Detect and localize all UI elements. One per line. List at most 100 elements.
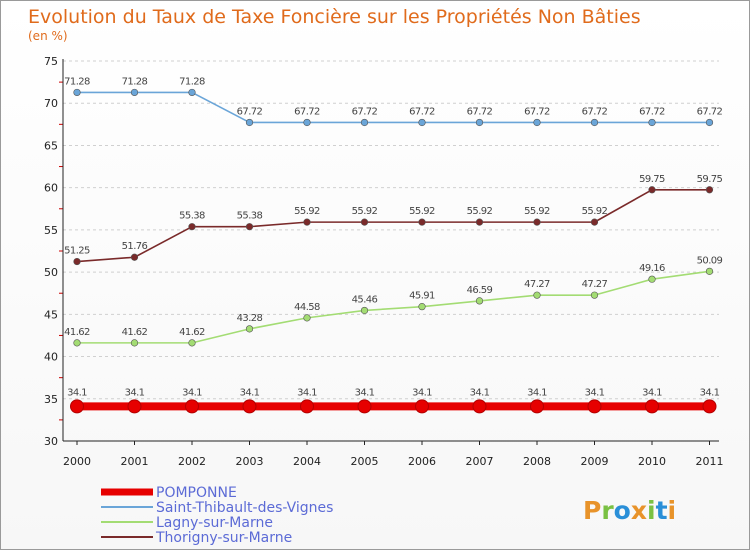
- data-label: 51.25: [64, 246, 90, 257]
- data-label: 45.91: [409, 291, 435, 302]
- data-point: [705, 267, 714, 275]
- y-tick-label: 60: [44, 182, 58, 195]
- data-label: 55.92: [524, 206, 550, 217]
- data-label: 45.46: [352, 294, 378, 305]
- x-tick-label: 2009: [581, 455, 609, 468]
- data-label: 34.1: [470, 387, 490, 398]
- series-line: [77, 270, 710, 344]
- data-point: [300, 399, 314, 414]
- data-label: 59.75: [639, 174, 665, 185]
- y-tick-label: 75: [44, 55, 58, 68]
- data-point: [357, 399, 372, 414]
- data-label: 34.1: [67, 387, 87, 398]
- logo-letter: P: [583, 496, 601, 525]
- data-point: [418, 118, 426, 127]
- chart-title: Evolution du Taux de Taxe Foncière sur l…: [28, 6, 641, 28]
- data-label: 34.1: [182, 387, 202, 398]
- data-label: 67.72: [409, 106, 435, 117]
- data-label: 67.72: [582, 106, 608, 117]
- data-point: [360, 118, 369, 127]
- data-label: 55.92: [467, 206, 493, 217]
- data-point: [702, 399, 717, 414]
- data-label: 55.38: [179, 211, 205, 222]
- data-point: [360, 306, 369, 315]
- data-label: 49.16: [639, 263, 665, 274]
- data-label: 34.1: [240, 387, 260, 398]
- data-point: [418, 218, 426, 226]
- data-point: [188, 88, 196, 97]
- data-point: [590, 291, 599, 299]
- data-label: 55.92: [582, 206, 608, 217]
- data-point: [648, 186, 656, 194]
- data-point: [130, 339, 139, 347]
- data-label: 71.28: [64, 76, 90, 87]
- x-tick-label: 2001: [121, 455, 149, 468]
- data-point: [590, 218, 599, 226]
- data-label: 34.1: [297, 387, 317, 398]
- data-point: [245, 223, 254, 231]
- data-point: [73, 257, 81, 266]
- data-point: [303, 118, 311, 127]
- data-point: [475, 218, 484, 226]
- series-saint-thibault-des-vignes: 71.28 71.28 71.28 67.72 67.72 67.72 67.72 67.72…: [64, 76, 723, 127]
- data-point: [705, 118, 714, 127]
- data-label: 41.62: [179, 327, 205, 338]
- data-label: 44.58: [294, 302, 320, 313]
- y-tick-label: 40: [44, 351, 58, 364]
- x-tick-label: 2010: [638, 455, 666, 468]
- x-tick-label: 2004: [293, 455, 321, 468]
- data-point: [188, 223, 196, 231]
- data-point: [303, 314, 311, 322]
- legend: POMPONNESaint-Thibault-des-VignesLagny-s…: [101, 485, 333, 546]
- logo-letter: t: [656, 496, 668, 525]
- logo-letter: x: [631, 496, 647, 525]
- legend-label: Saint-Thibault-des-Vignes: [156, 500, 333, 516]
- data-label: 34.1: [355, 387, 375, 398]
- data-label: 67.72: [352, 106, 378, 117]
- data-point: [127, 399, 142, 414]
- data-point: [533, 218, 541, 226]
- y-tick-label: 45: [44, 308, 58, 321]
- data-label: 34.1: [125, 387, 145, 398]
- logo-letter: i: [647, 496, 656, 525]
- legend-label: Lagny-sur-Marne: [156, 515, 273, 531]
- data-point: [185, 399, 199, 414]
- data-label: 41.62: [122, 327, 148, 338]
- data-label: 55.92: [409, 206, 435, 217]
- data-label: 67.72: [524, 106, 550, 117]
- data-point: [130, 253, 139, 261]
- data-label: 51.76: [122, 241, 148, 252]
- x-tick-label: 2003: [236, 455, 264, 468]
- data-label: 34.1: [585, 387, 605, 398]
- data-label: 71.28: [179, 76, 205, 87]
- data-point: [415, 399, 429, 414]
- data-label: 43.28: [237, 313, 263, 324]
- series-group: 71.28 71.28 71.28 67.72 67.72 67.72 67.72 67.72…: [64, 76, 723, 414]
- data-point: [73, 339, 81, 347]
- data-point: [475, 118, 484, 127]
- series-line: [77, 91, 710, 124]
- y-tick-label: 50: [44, 266, 58, 279]
- data-point: [530, 399, 544, 414]
- data-point: [245, 118, 254, 127]
- data-label: 59.75: [697, 174, 723, 185]
- legend-label: POMPONNE: [156, 485, 237, 501]
- data-point: [73, 88, 81, 97]
- data-label: 55.92: [352, 206, 378, 217]
- y-tick-label: 65: [44, 139, 58, 152]
- x-tick-label: 2000: [63, 455, 91, 468]
- proxiti-logo: Proxiti: [583, 496, 676, 525]
- x-tick-label: 2007: [466, 455, 494, 468]
- y-tick-label: 70: [44, 97, 58, 110]
- data-label: 34.1: [412, 387, 432, 398]
- logo-letter: o: [614, 496, 631, 525]
- data-point: [245, 325, 254, 333]
- data-point: [360, 218, 369, 226]
- data-point: [533, 118, 541, 127]
- y-tick-label: 30: [44, 435, 58, 448]
- data-label: 55.38: [237, 211, 263, 222]
- data-point: [475, 297, 484, 305]
- data-point: [533, 291, 541, 299]
- series-lagny-sur-marne: 41.62 41.62 41.62 43.28 44.58 45.46 45.91 46.59…: [64, 255, 723, 347]
- data-point: [587, 399, 602, 414]
